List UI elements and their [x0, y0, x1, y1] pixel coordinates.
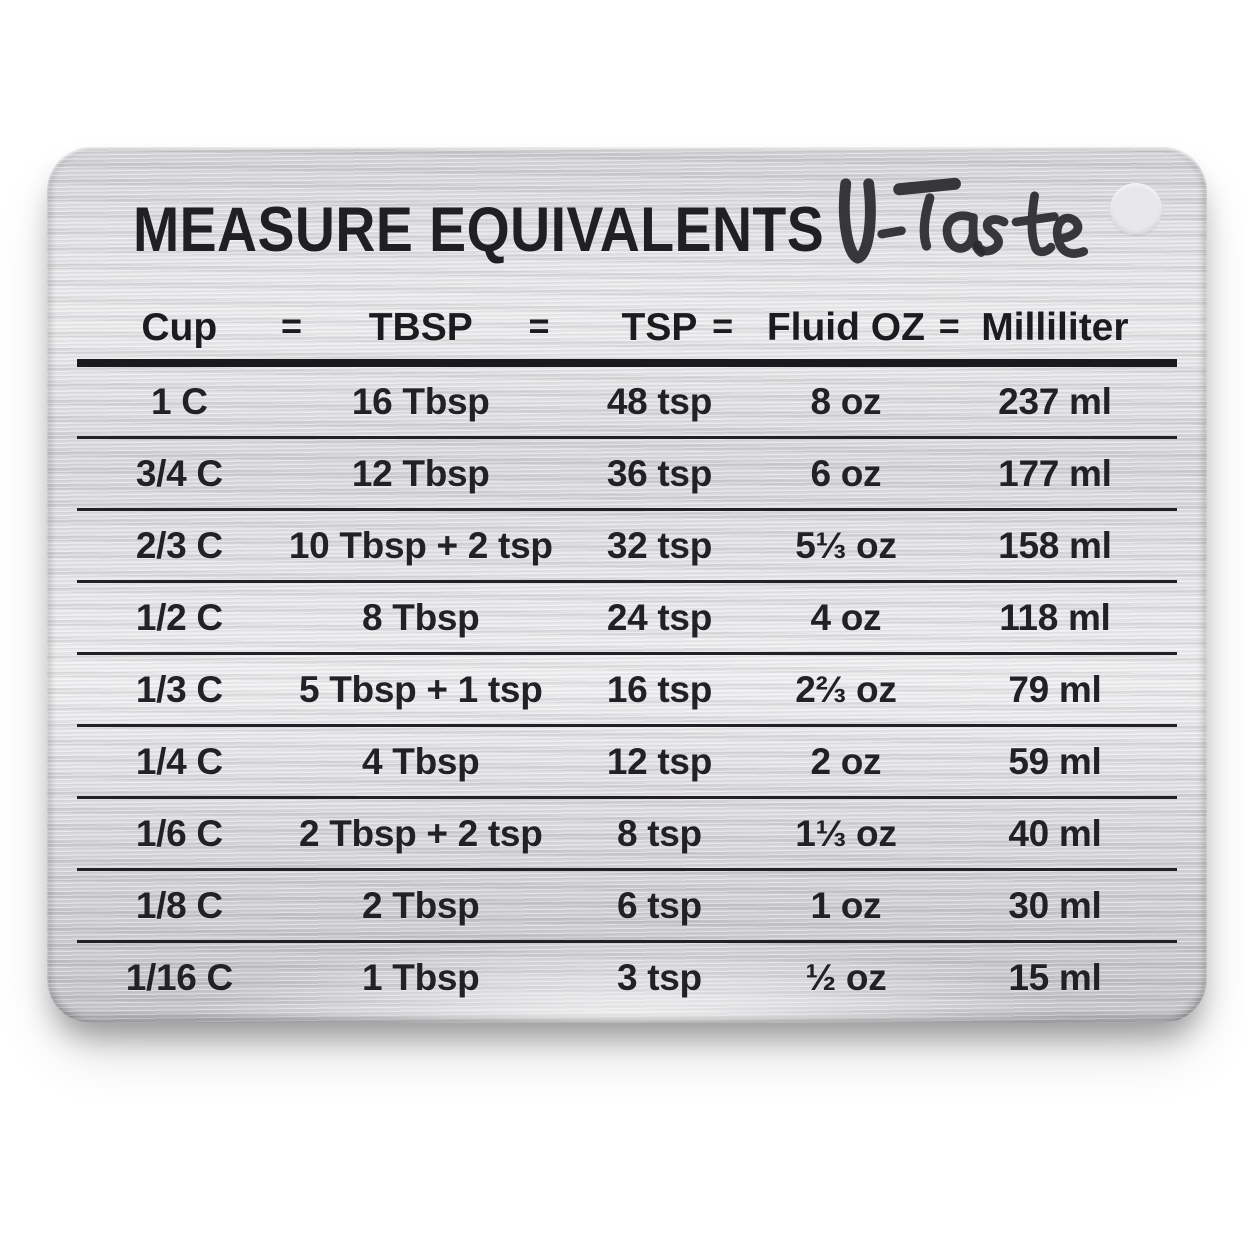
table-cell-tbsp: 12 Tbsp: [351, 452, 490, 494]
table-cell-cup: 1 C: [150, 380, 208, 422]
table-cell-tsp: 8 tsp: [617, 812, 702, 854]
u-taste-logo-icon: [838, 177, 1089, 264]
page-title: MEASURE EQUIVALENTS: [133, 195, 825, 265]
equals-sign: =: [938, 304, 960, 346]
table-cell-tbsp: 5 Tbsp + 1 tsp: [298, 668, 543, 710]
table-cell-tsp: 48 tsp: [606, 380, 712, 422]
conversion-table: Cup TBSP TSP Fluid OZ Milliliter = = = =…: [77, 297, 1177, 1012]
table-cell-tbsp: 8 Tbsp: [362, 596, 480, 638]
table-row: 3/4 C 12 Tbsp 36 tsp 6 oz 177 ml: [77, 436, 1177, 508]
table-row: 1/8 C 2 Tbsp 6 tsp 1 oz 30 ml: [77, 868, 1177, 940]
table-cell-tbsp: 2 Tbsp + 2 tsp: [298, 812, 543, 854]
metal-plate: MEASURE EQUIVALENTS Cup TBSP TSP: [47, 147, 1207, 1023]
table-cell-tsp: 12 tsp: [606, 740, 712, 782]
table-cell-tbsp: 4 Tbsp: [362, 740, 480, 782]
table-cell-cup: 1/3 C: [135, 668, 223, 710]
table-cell-fluid-oz: 1 oz: [810, 884, 882, 926]
table-cell-tsp: 16 tsp: [606, 668, 712, 710]
table-cell-cup: 1/8 C: [135, 884, 223, 926]
table-cell-milliliter: 79 ml: [1008, 668, 1102, 710]
table-cell-milliliter: 40 ml: [1008, 812, 1102, 854]
table-cell-cup: 1/16 C: [125, 956, 234, 998]
table-cell-milliliter: 158 ml: [998, 524, 1112, 566]
column-header-milliliter: Milliliter: [981, 306, 1129, 349]
table-cell-fluid-oz: 8 oz: [810, 380, 882, 422]
table-cell-tsp: 24 tsp: [606, 596, 712, 638]
table-row: 1/6 C 2 Tbsp + 2 tsp 8 tsp 1⅓ oz 40 ml: [77, 796, 1177, 868]
table-cell-fluid-oz: 4 oz: [810, 596, 882, 638]
table-row: 1/2 C 8 Tbsp 24 tsp 4 oz 118 ml: [77, 580, 1177, 652]
table-cell-milliliter: 118 ml: [999, 596, 1111, 638]
equals-sign: =: [712, 304, 734, 346]
table-cell-tsp: 3 tsp: [617, 956, 702, 998]
column-header-fluid-oz: Fluid OZ: [766, 306, 925, 349]
table-body: 1 C 16 Tbsp 48 tsp 8 oz 237 ml 3/4 C 12 …: [77, 367, 1177, 1012]
table-row: 1/3 C 5 Tbsp + 1 tsp 16 tsp 2⅔ oz 79 ml: [77, 652, 1177, 724]
table-cell-tsp: 6 tsp: [617, 884, 702, 926]
table-cell-cup: 2/3 C: [135, 524, 223, 566]
equals-sign: =: [528, 304, 550, 346]
table-cell-milliliter: 59 ml: [1008, 740, 1102, 782]
table-row: 1 C 16 Tbsp 48 tsp 8 oz 237 ml: [77, 367, 1177, 436]
table-cell-milliliter: 15 ml: [1008, 956, 1102, 998]
column-header-tbsp: TBSP: [368, 306, 473, 349]
table-cell-milliliter: 30 ml: [1008, 884, 1102, 926]
table-cell-cup: 3/4 C: [135, 452, 223, 494]
table-cell-tbsp: 1 Tbsp: [362, 956, 480, 998]
table-cell-tsp: 36 tsp: [606, 452, 712, 494]
table-cell-tbsp: 10 Tbsp + 2 tsp: [288, 524, 553, 566]
table-cell-cup: 1/2 C: [135, 596, 223, 638]
table-header-row: Cup TBSP TSP Fluid OZ Milliliter = = = =: [77, 297, 1177, 367]
table-cell-cup: 1/6 C: [135, 812, 223, 854]
table-cell-milliliter: 177 ml: [998, 452, 1112, 494]
table-cell-tsp: 32 tsp: [606, 524, 712, 566]
table-cell-tbsp: 2 Tbsp: [362, 884, 480, 926]
column-header-cup: Cup: [141, 306, 218, 349]
mounting-hole-icon: [1110, 183, 1162, 235]
table-cell-fluid-oz: 1⅓ oz: [795, 812, 897, 854]
table-cell-tbsp: 16 Tbsp: [351, 380, 490, 422]
table-row: 1/4 C 4 Tbsp 12 tsp 2 oz 59 ml: [77, 724, 1177, 796]
table-cell-fluid-oz: 5⅓ oz: [795, 524, 897, 566]
table-cell-cup: 1/4 C: [135, 740, 223, 782]
table-row: 1/16 C 1 Tbsp 3 tsp ½ oz 15 ml: [77, 940, 1177, 1012]
column-header-tsp: TSP: [621, 306, 698, 349]
table-cell-fluid-oz: ½ oz: [805, 956, 887, 998]
table-row: 2/3 C 10 Tbsp + 2 tsp 32 tsp 5⅓ oz 158 m…: [77, 508, 1177, 580]
table-cell-fluid-oz: 6 oz: [810, 452, 882, 494]
table-cell-fluid-oz: 2 oz: [810, 740, 882, 782]
table-cell-milliliter: 237 ml: [998, 380, 1112, 422]
equals-sign: =: [280, 304, 303, 346]
table-cell-fluid-oz: 2⅔ oz: [795, 668, 897, 710]
